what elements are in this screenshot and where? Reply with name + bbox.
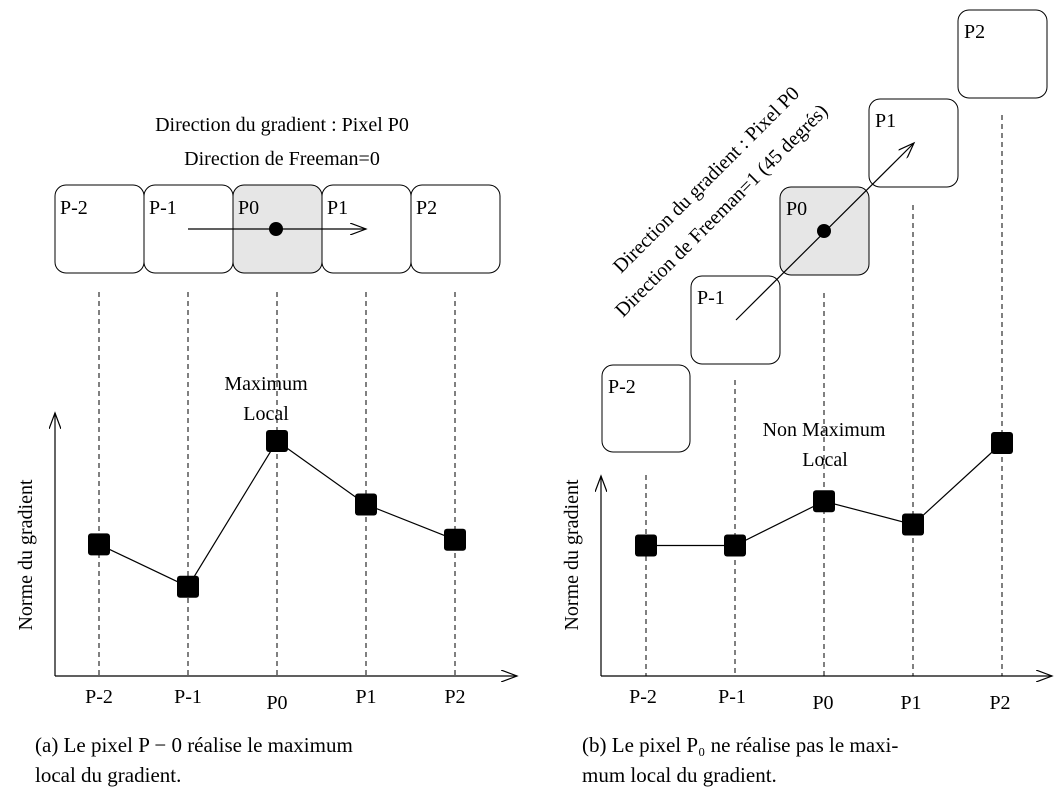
panel-a-pixel-label-p0: P0 xyxy=(238,197,259,219)
panel-b-pixel-box-p2 xyxy=(957,9,1048,99)
panel-a-x-tick-p-2: P-2 xyxy=(85,686,113,708)
panel-a-pixel-row: P-2 P-1 P0 P1 P2 xyxy=(54,184,501,274)
panel-b-pixel-label-p2: P2 xyxy=(964,21,985,43)
panel-b-pixel-staircase: P-2 P-1 P0 P1 P2 xyxy=(601,9,1048,453)
panel-a-pixel-box-p2 xyxy=(410,184,501,274)
panel-b-y-axis-label: Norme du gradient xyxy=(561,479,583,631)
panel-b-caption-line1: (b) Le pixel P₀ ne réalise pas le maxi- xyxy=(582,733,898,757)
panel-a-x-tick-p1: P1 xyxy=(355,686,376,708)
panel-a-plot xyxy=(88,430,466,598)
panel-a-annotation-line1: Maximum xyxy=(224,373,308,395)
panel-b-pixel-label-p-2: P-2 xyxy=(608,376,636,398)
panel-a-pixel-label-p-1: P-1 xyxy=(149,197,177,219)
panel-a-data-point-p2 xyxy=(444,528,466,551)
panel-b-title-line1: Direction du gradient : Pixel P0 xyxy=(609,82,804,277)
panel-a: Direction du gradient : Pixel P0 Directi… xyxy=(15,114,517,787)
panel-b-data-point-p-2 xyxy=(635,534,657,557)
panel-b-pixel-label-p-1: P-1 xyxy=(697,287,725,309)
panel-a-annotation-line2: Local xyxy=(243,403,289,425)
panel-b-pixel-box-p-2 xyxy=(601,364,691,453)
panel-b-x-tick-p1: P1 xyxy=(900,692,921,714)
panel-b-data-point-p-1 xyxy=(724,534,746,557)
panel-a-pixel-label-p2: P2 xyxy=(416,197,437,219)
panel-b: Direction du gradient : Pixel P0 Directi… xyxy=(561,9,1052,787)
panel-a-x-tick-p0: P0 xyxy=(266,692,287,714)
panel-b-pixel-label-p1: P1 xyxy=(875,110,896,132)
panel-a-data-point-p-2 xyxy=(88,533,110,556)
panel-b-x-tick-p-2: P-2 xyxy=(629,686,657,708)
panel-a-caption-line2: local du gradient. xyxy=(35,763,181,787)
panel-b-x-tick-p0: P0 xyxy=(812,692,833,714)
panel-b-center-dot xyxy=(817,224,831,238)
panel-a-title-line2: Direction de Freeman=0 xyxy=(184,148,380,170)
panel-a-center-dot xyxy=(269,222,283,236)
panel-b-data-point-p0 xyxy=(813,490,835,513)
panel-a-title-line1: Direction du gradient : Pixel P0 xyxy=(155,114,409,136)
panel-b-x-tick-p2: P2 xyxy=(989,692,1010,714)
panel-a-x-tick-p2: P2 xyxy=(444,686,465,708)
panel-a-pixel-label-p1: P1 xyxy=(327,197,348,219)
panel-b-pixel-label-p0: P0 xyxy=(786,198,807,220)
panel-a-data-point-p1 xyxy=(355,493,377,516)
panel-b-annotation-line1: Non Maximum xyxy=(763,419,886,441)
panel-a-caption-line1: (a) Le pixel P − 0 réalise le maximum xyxy=(35,733,353,757)
panel-a-y-axis-label: Norme du gradient xyxy=(15,479,37,631)
panel-a-data-point-p0 xyxy=(266,430,288,452)
panel-b-data-point-p1 xyxy=(902,513,924,536)
panel-a-x-tick-p-1: P-1 xyxy=(174,686,202,708)
panel-b-annotation-line2: Local xyxy=(802,449,848,471)
panel-b-plot xyxy=(635,432,1013,557)
panel-b-x-tick-p-1: P-1 xyxy=(718,686,746,708)
panel-a-pixel-label-p-2: P-2 xyxy=(60,197,88,219)
panel-b-data-point-p2 xyxy=(991,432,1013,454)
panel-b-caption-line2: mum local du gradient. xyxy=(582,763,777,787)
panel-a-data-point-p-1 xyxy=(177,575,199,598)
